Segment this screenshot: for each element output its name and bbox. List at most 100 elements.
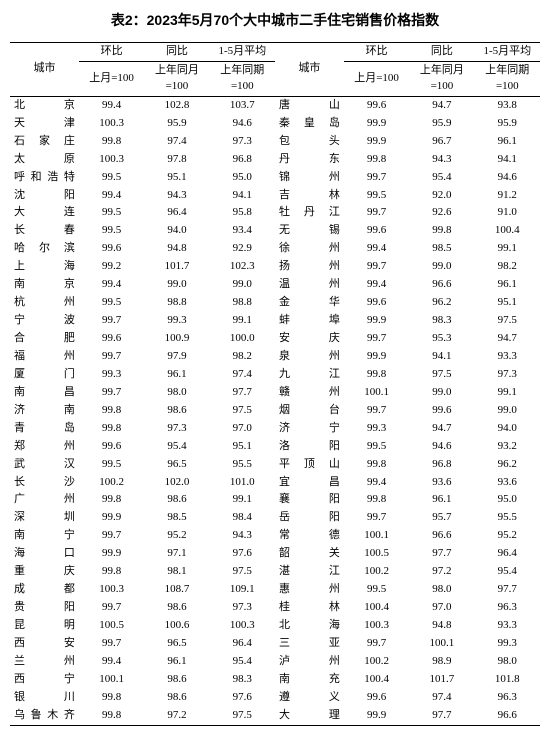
- cell-yoy-left: 108.7: [144, 581, 209, 599]
- table-row: 西 宁100.198.698.3南 充100.4101.7101.8: [10, 671, 540, 689]
- cell-avg-right: 94.6: [475, 169, 540, 187]
- table-row: 重 庆99.898.197.5湛 江100.297.295.4: [10, 563, 540, 581]
- cell-yoy-right: 94.1: [409, 348, 474, 366]
- cell-city-right: 秦皇岛: [275, 115, 344, 133]
- table-row: 贵 阳99.798.697.3桂 林100.497.096.3: [10, 599, 540, 617]
- col-yoy-left-sub: 上年同月=100: [144, 61, 209, 96]
- cell-yoy-right: 97.5: [409, 366, 474, 384]
- cell-mom-left: 99.5: [79, 456, 144, 474]
- cell-avg-left: 102.3: [210, 258, 275, 276]
- cell-yoy-left: 97.3: [144, 420, 209, 438]
- cell-avg-left: 97.3: [210, 133, 275, 151]
- cell-city-left: 南 宁: [10, 527, 79, 545]
- cell-city-left: 重 庆: [10, 563, 79, 581]
- cell-city-right: 北 海: [275, 617, 344, 635]
- cell-mom-left: 99.8: [79, 133, 144, 151]
- cell-avg-right: 96.4: [475, 545, 540, 563]
- cell-avg-right: 95.1: [475, 294, 540, 312]
- table-row: 大 连99.596.495.8牡丹江99.792.691.0: [10, 204, 540, 222]
- cell-city-left: 沈 阳: [10, 187, 79, 205]
- table-row: 厦 门99.396.197.4九 江99.897.597.3: [10, 366, 540, 384]
- table-row: 兰 州99.496.195.4泸 州100.298.998.0: [10, 653, 540, 671]
- cell-city-left: 昆 明: [10, 617, 79, 635]
- cell-city-left: 海 口: [10, 545, 79, 563]
- table-header: 城市 环比 同比 1-5月平均 城市 环比 同比 1-5月平均 上月=100 上…: [10, 43, 540, 97]
- cell-avg-left: 92.9: [210, 240, 275, 258]
- cell-mom-right: 99.8: [344, 151, 409, 169]
- cell-yoy-left: 98.1: [144, 563, 209, 581]
- cell-yoy-left: 98.6: [144, 689, 209, 707]
- cell-yoy-right: 99.0: [409, 384, 474, 402]
- cell-mom-right: 99.7: [344, 258, 409, 276]
- cell-yoy-right: 98.3: [409, 312, 474, 330]
- cell-city-left: 北 京: [10, 96, 79, 114]
- cell-city-left: 广 州: [10, 491, 79, 509]
- cell-mom-right: 99.8: [344, 366, 409, 384]
- cell-mom-left: 99.4: [79, 653, 144, 671]
- cell-avg-left: 97.0: [210, 420, 275, 438]
- cell-yoy-right: 96.6: [409, 276, 474, 294]
- cell-mom-left: 99.8: [79, 689, 144, 707]
- cell-city-right: 洛 阳: [275, 438, 344, 456]
- cell-avg-left: 97.5: [210, 402, 275, 420]
- cell-yoy-right: 101.7: [409, 671, 474, 689]
- cell-yoy-left: 100.6: [144, 617, 209, 635]
- cell-city-left: 西 宁: [10, 671, 79, 689]
- cell-city-right: 平顶山: [275, 456, 344, 474]
- cell-yoy-left: 98.6: [144, 491, 209, 509]
- cell-city-left: 乌鲁木齐: [10, 707, 79, 725]
- table-row: 宁 波99.799.399.1蚌 埠99.998.397.5: [10, 312, 540, 330]
- cell-mom-left: 99.7: [79, 384, 144, 402]
- cell-yoy-right: 98.5: [409, 240, 474, 258]
- cell-yoy-left: 101.7: [144, 258, 209, 276]
- cell-city-left: 太 原: [10, 151, 79, 169]
- cell-city-right: 湛 江: [275, 563, 344, 581]
- cell-city-right: 温 州: [275, 276, 344, 294]
- table-row: 沈 阳99.494.394.1吉 林99.592.091.2: [10, 187, 540, 205]
- cell-avg-left: 94.3: [210, 527, 275, 545]
- cell-city-right: 宜 昌: [275, 474, 344, 492]
- cell-city-left: 杭 州: [10, 294, 79, 312]
- cell-mom-right: 99.9: [344, 312, 409, 330]
- col-mom-right-group: 环比: [344, 43, 409, 62]
- cell-yoy-left: 98.6: [144, 599, 209, 617]
- cell-city-right: 无 锡: [275, 222, 344, 240]
- cell-avg-right: 93.3: [475, 617, 540, 635]
- cell-mom-left: 99.7: [79, 635, 144, 653]
- table-row: 郑 州99.695.495.1洛 阳99.594.693.2: [10, 438, 540, 456]
- cell-city-left: 石家庄: [10, 133, 79, 151]
- cell-city-right: 惠 州: [275, 581, 344, 599]
- cell-mom-left: 99.7: [79, 599, 144, 617]
- cell-city-right: 遵 义: [275, 689, 344, 707]
- cell-avg-left: 96.8: [210, 151, 275, 169]
- cell-avg-right: 94.0: [475, 420, 540, 438]
- cell-mom-right: 99.7: [344, 330, 409, 348]
- cell-city-left: 长 沙: [10, 474, 79, 492]
- col-city-left: 城市: [10, 43, 79, 97]
- col-yoy-right-group: 同比: [409, 43, 474, 62]
- cell-avg-right: 99.3: [475, 635, 540, 653]
- cell-mom-right: 100.2: [344, 563, 409, 581]
- cell-mom-right: 99.8: [344, 456, 409, 474]
- cell-yoy-right: 94.7: [409, 420, 474, 438]
- cell-yoy-left: 96.4: [144, 204, 209, 222]
- cell-avg-left: 99.1: [210, 312, 275, 330]
- cell-mom-left: 99.9: [79, 509, 144, 527]
- cell-yoy-left: 96.5: [144, 635, 209, 653]
- cell-mom-right: 99.7: [344, 169, 409, 187]
- cell-yoy-right: 96.8: [409, 456, 474, 474]
- cell-avg-right: 97.5: [475, 312, 540, 330]
- cell-city-right: 牡丹江: [275, 204, 344, 222]
- cell-mom-right: 100.4: [344, 599, 409, 617]
- col-avg-left-group: 1-5月平均: [210, 43, 275, 62]
- cell-yoy-left: 96.1: [144, 366, 209, 384]
- cell-mom-left: 99.8: [79, 420, 144, 438]
- cell-avg-left: 98.8: [210, 294, 275, 312]
- cell-yoy-left: 98.0: [144, 384, 209, 402]
- cell-yoy-left: 98.5: [144, 509, 209, 527]
- table-row: 西 安99.796.596.4三 亚99.7100.199.3: [10, 635, 540, 653]
- cell-city-left: 贵 阳: [10, 599, 79, 617]
- cell-city-left: 郑 州: [10, 438, 79, 456]
- cell-avg-right: 94.7: [475, 330, 540, 348]
- col-yoy-left-group: 同比: [144, 43, 209, 62]
